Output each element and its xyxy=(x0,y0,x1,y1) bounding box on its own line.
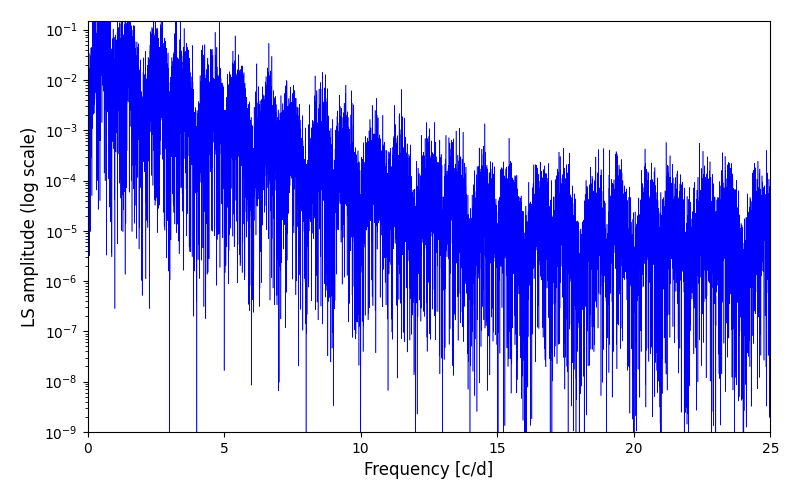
Y-axis label: LS amplitude (log scale): LS amplitude (log scale) xyxy=(21,126,39,326)
X-axis label: Frequency [c/d]: Frequency [c/d] xyxy=(364,461,494,479)
